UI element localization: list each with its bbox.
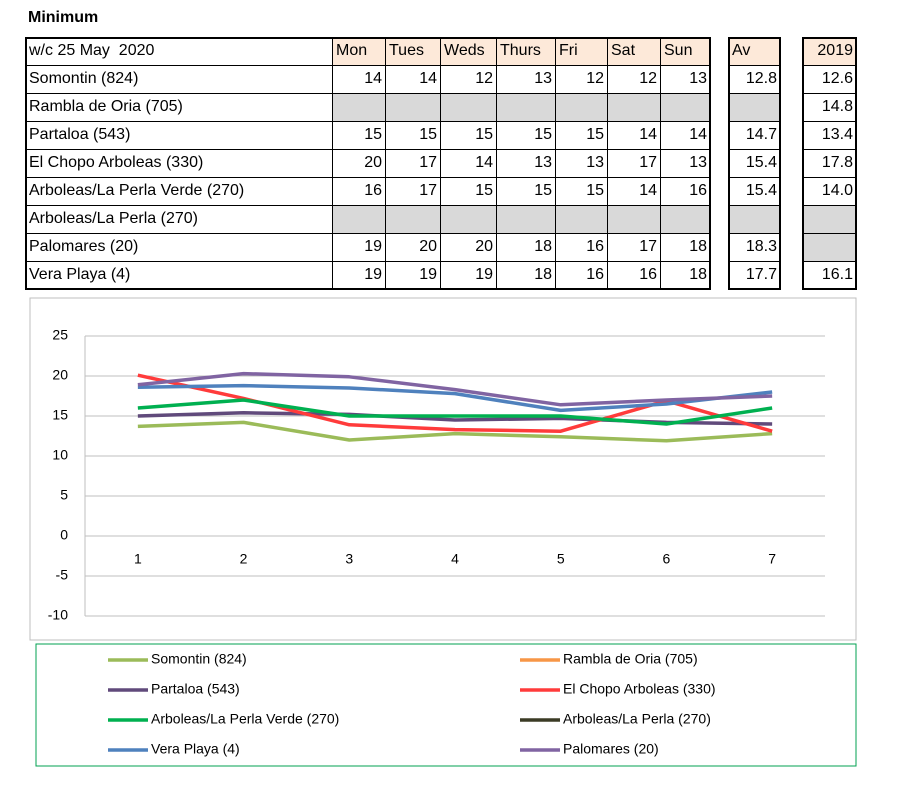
series-line [137, 398, 773, 426]
x-tick-label: 6 [663, 551, 671, 567]
y-tick-label: 10 [52, 447, 68, 463]
series-line [137, 371, 773, 407]
legend-label: Partaloa (543) [151, 681, 240, 697]
table-cell: Weds [440, 37, 497, 66]
y-tick-label: 0 [60, 527, 68, 543]
series-line [137, 383, 773, 413]
table-cell [607, 93, 661, 122]
table-cell: Tues [385, 37, 441, 66]
table-cell [660, 93, 711, 122]
title: Minimum [28, 9, 99, 26]
table-cell [660, 205, 711, 234]
table-cell [802, 233, 857, 262]
table-cell [440, 205, 497, 234]
y-tick-label: 5 [60, 487, 68, 503]
legend-label: Palomares (20) [563, 741, 659, 757]
legend-label: Somontin (824) [151, 651, 247, 667]
y-tick-label: -10 [48, 607, 68, 623]
x-tick-label: 4 [451, 551, 459, 567]
series-line [137, 420, 773, 443]
table-cell [332, 205, 386, 234]
chart-frame [29, 297, 857, 641]
legend-frame [35, 643, 857, 767]
table-cell: Sat [607, 37, 661, 66]
table-cell [332, 93, 386, 122]
y-tick-label: 15 [52, 407, 68, 423]
table-cell: Fri [555, 37, 608, 66]
table-cell: Arboleas/La Perla Verde (270) [25, 177, 333, 206]
x-tick-label: 5 [557, 551, 565, 567]
legend-label: Rambla de Oria (705) [563, 651, 698, 667]
legend-label: Arboleas/La Perla (270) [563, 711, 711, 727]
legend-label: El Chopo Arboleas (330) [563, 681, 716, 697]
table-cell [728, 205, 781, 234]
x-tick-label: 3 [345, 551, 353, 567]
table-cell: Thurs [496, 37, 556, 66]
y-tick-label: -5 [56, 567, 69, 583]
legend-label: Vera Playa (4) [151, 741, 240, 757]
y-tick-label: 25 [52, 327, 68, 343]
y-tick-label: 20 [52, 367, 68, 383]
x-tick-label: 7 [768, 551, 776, 567]
table-cell [385, 93, 441, 122]
table-cell [555, 93, 608, 122]
x-tick-label: 1 [134, 551, 142, 567]
x-tick-label: 2 [240, 551, 248, 567]
table-cell [607, 205, 661, 234]
table-cell: Av [728, 37, 781, 66]
legend-label: Arboleas/La Perla Verde (270) [151, 711, 339, 727]
